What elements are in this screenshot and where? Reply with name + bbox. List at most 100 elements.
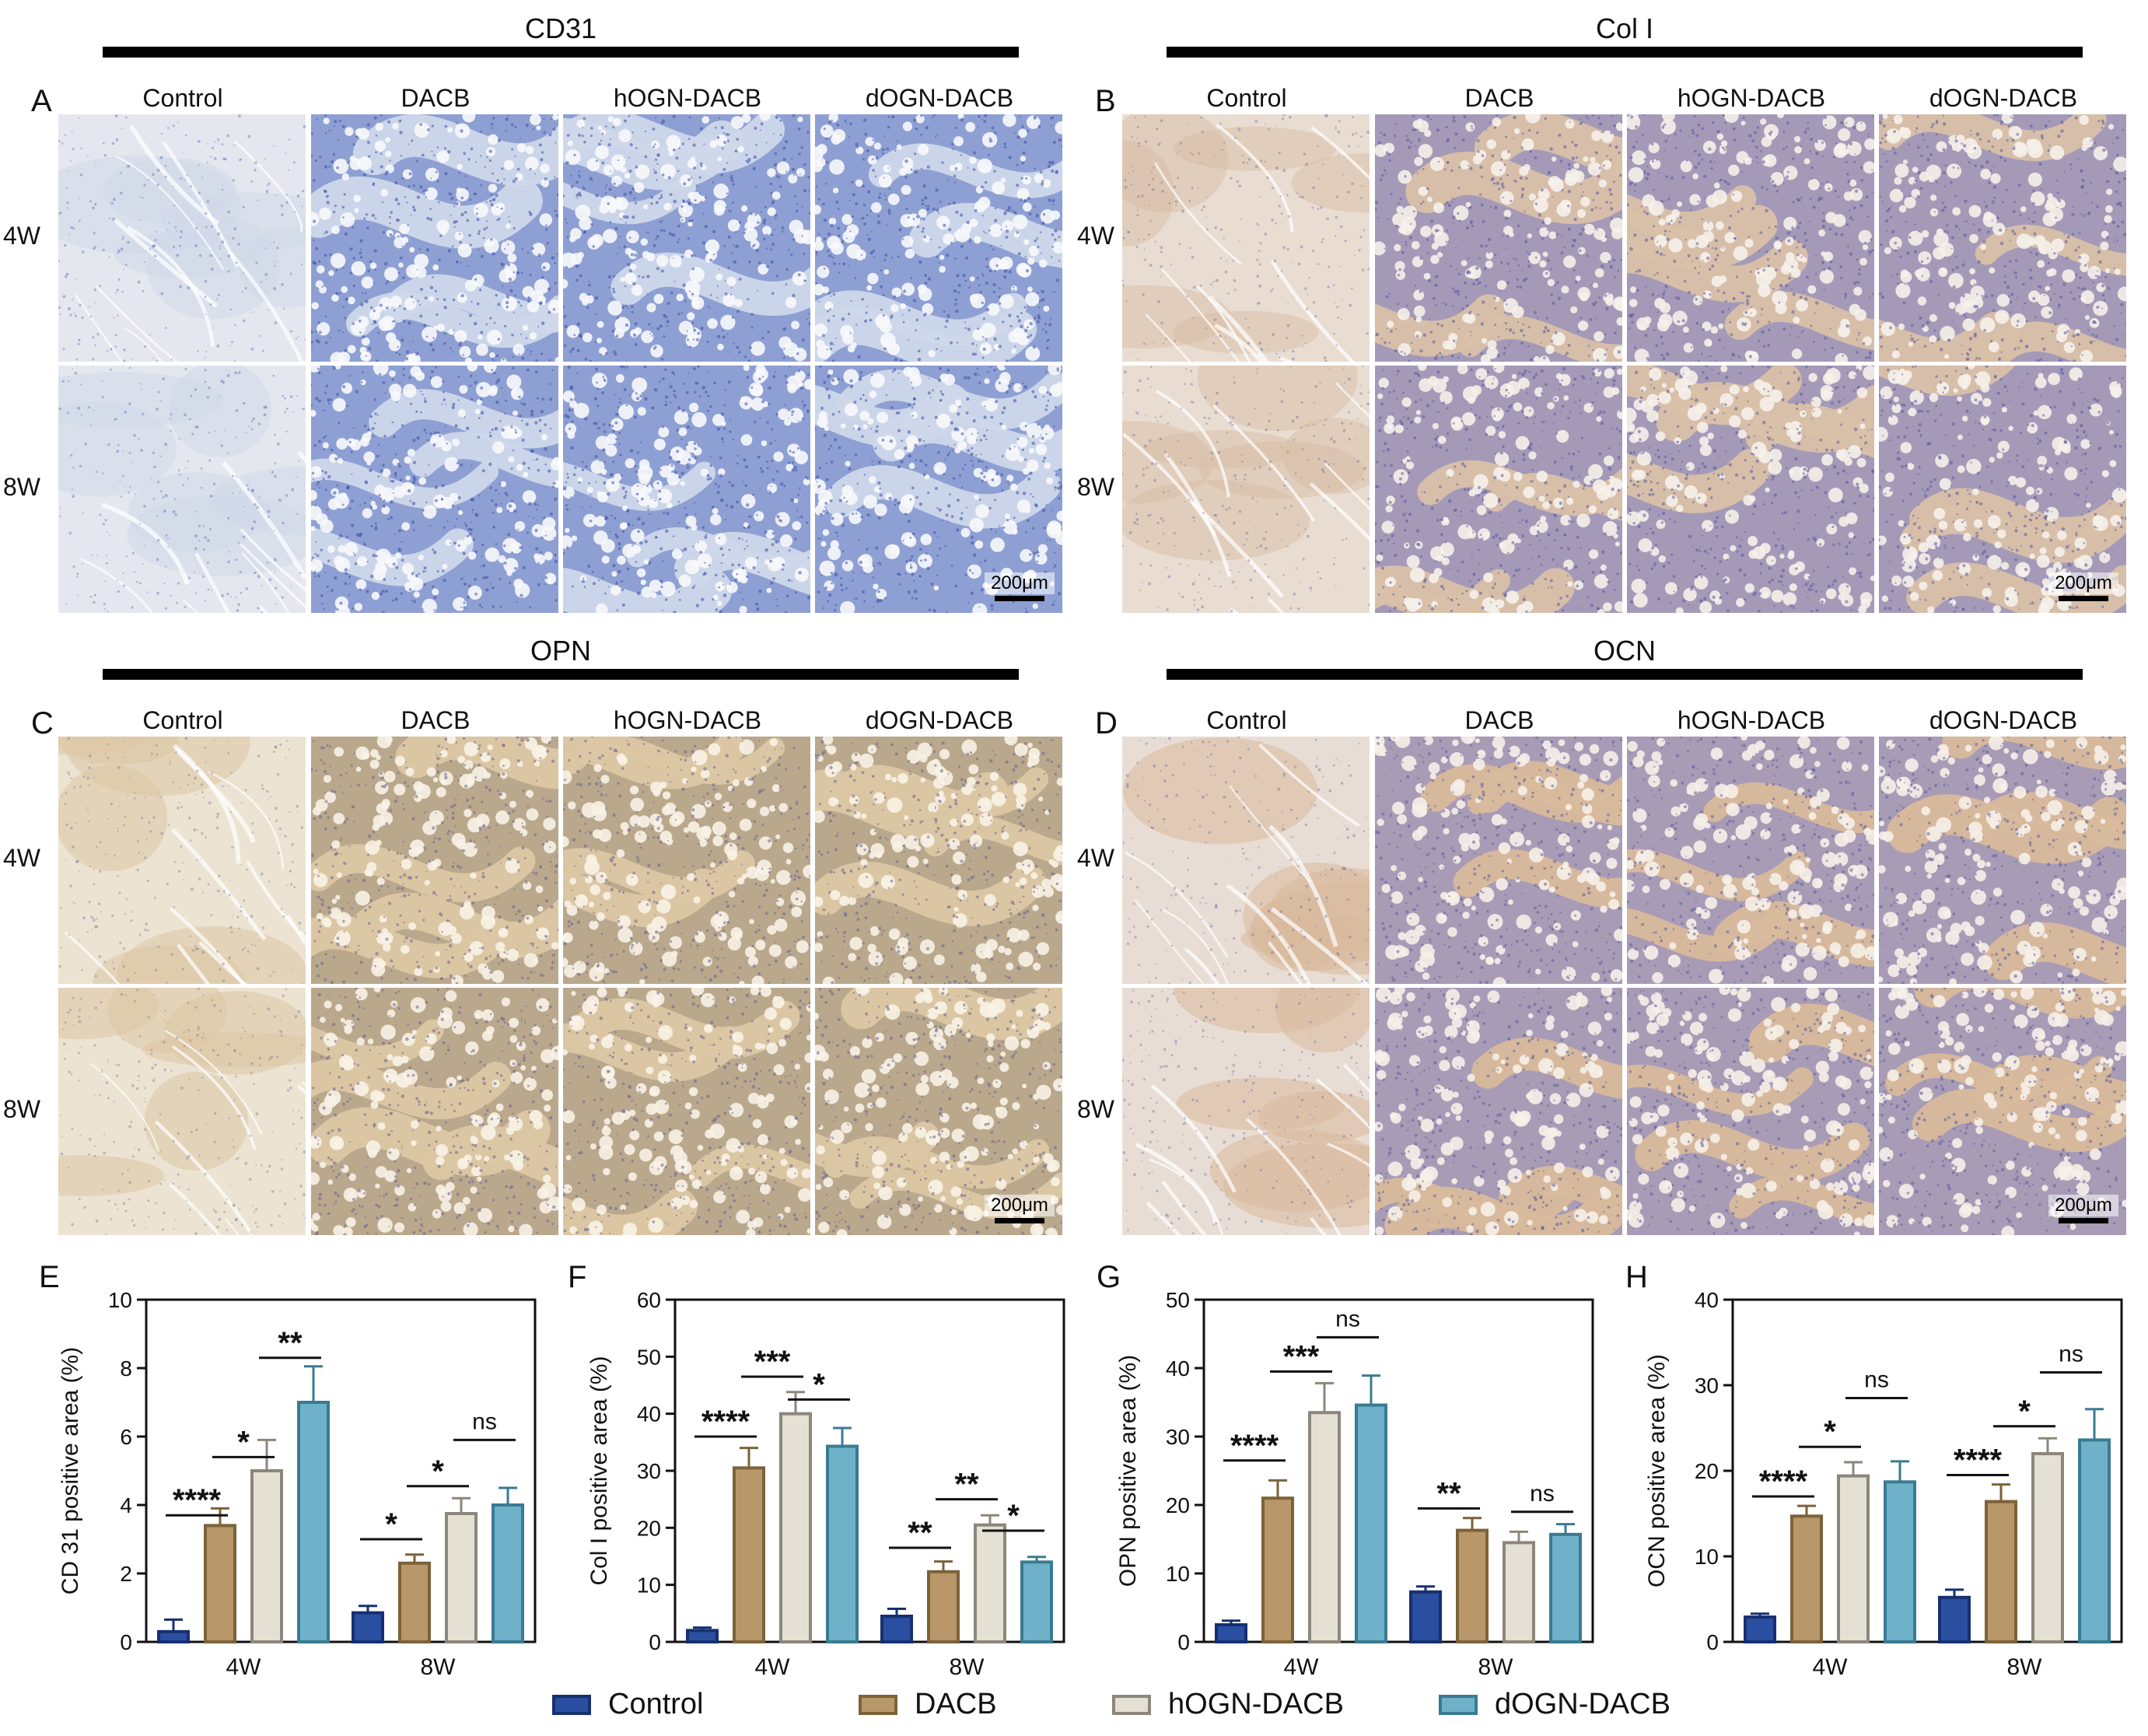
micrograph-image xyxy=(1879,114,2126,362)
bar-control-4w xyxy=(157,1629,190,1643)
micrograph-image xyxy=(1627,114,1874,362)
column-label: dOGN-DACB xyxy=(1929,84,2078,112)
y-tick-label: 20 xyxy=(1695,1459,1719,1483)
micrograph-image xyxy=(1879,737,2126,984)
micrograph-tile xyxy=(815,114,1062,362)
row-label: 8W xyxy=(1077,473,1114,501)
panel-title: Col I xyxy=(1595,12,1654,44)
micrograph-image xyxy=(1627,988,1874,1235)
column-label: hOGN-DACB xyxy=(613,84,762,112)
micrograph-tile xyxy=(1627,988,1874,1235)
micrograph-tile xyxy=(58,988,306,1235)
micrograph-tile xyxy=(563,366,810,613)
micrograph-image xyxy=(1627,737,1874,984)
row-label: 8W xyxy=(3,1095,40,1123)
micrograph-image xyxy=(1375,366,1622,613)
panel-letter: A xyxy=(31,84,52,118)
y-tick-label: 30 xyxy=(1166,1425,1190,1449)
bar-control-8w xyxy=(1409,1590,1442,1644)
y-tick-label: 2 xyxy=(120,1562,132,1586)
y-axis-label: OCN positive area (%) xyxy=(1644,1354,1670,1587)
y-tick-label: 60 xyxy=(637,1288,661,1312)
panel-title: CD31 xyxy=(524,12,597,44)
column-label: Control xyxy=(1206,706,1287,734)
bar-chart-svg: F Col I positive area (%) 0 10 20 30 40 50 60 4W 8… xyxy=(568,1260,1065,1680)
micrograph-tile xyxy=(311,114,558,362)
column-label: DACB xyxy=(401,706,471,734)
significance-label: ns xyxy=(472,1409,497,1434)
chart-panel-letter: E xyxy=(39,1264,60,1294)
x-tick-label: 8W xyxy=(1478,1654,1514,1680)
significance-label: * xyxy=(813,1367,825,1402)
micrograph-image xyxy=(563,366,810,613)
panel-title-rule xyxy=(103,669,1019,680)
bar-chart-f: F Col I positive area (%) 0 10 20 30 40 50 60 4W 8… xyxy=(544,1260,1081,1684)
micrograph-image xyxy=(311,737,558,984)
plot-frame xyxy=(1202,1298,1594,1643)
y-tick-label: 0 xyxy=(1177,1630,1190,1654)
bar-chart-g: G OPN positive area (%) 0 10 20 30 40 50 4W 8W ***… xyxy=(1073,1260,1610,1684)
column-label: DACB xyxy=(1464,84,1534,112)
significance-label: **** xyxy=(701,1405,750,1439)
scale-bar xyxy=(2059,596,2108,601)
significance-label: ** xyxy=(1436,1476,1461,1510)
column-label: dOGN-DACB xyxy=(865,84,1014,112)
row-label: 4W xyxy=(1077,222,1114,250)
significance-label: ** xyxy=(954,1468,979,1502)
bar-hogn-dacb-8w xyxy=(2031,1452,2064,1643)
y-tick-label: 20 xyxy=(1166,1493,1190,1517)
micrograph-tile xyxy=(563,988,810,1235)
significance-label: ns xyxy=(1335,1306,1360,1332)
x-tick-label: 4W xyxy=(226,1654,262,1680)
bar-dacb-8w xyxy=(1985,1500,2017,1643)
micrograph-tile xyxy=(1122,988,1370,1235)
x-tick-label: 4W xyxy=(755,1654,791,1680)
significance-label: **** xyxy=(1230,1429,1279,1463)
micrograph-tile xyxy=(1879,114,2126,362)
micrograph-tile xyxy=(311,988,558,1235)
bar-dogn-dacb-4w xyxy=(297,1401,330,1643)
y-tick-label: 10 xyxy=(1695,1545,1719,1569)
panel-header-b: Col I xyxy=(1167,12,2083,59)
micrograph-image xyxy=(563,114,810,362)
y-tick-label: 30 xyxy=(1695,1374,1719,1398)
plot-frame xyxy=(145,1298,537,1643)
bar-dogn-dacb-4w xyxy=(1355,1403,1387,1644)
row-label: 4W xyxy=(3,844,40,872)
legend-swatch xyxy=(1439,1694,1478,1715)
micrograph-tile xyxy=(58,114,306,362)
legend-swatch xyxy=(552,1694,591,1715)
bar-dogn-dacb-4w xyxy=(826,1444,859,1643)
significance-label: * xyxy=(432,1454,444,1489)
micrograph-tile xyxy=(1879,366,2126,613)
bar-hogn-dacb-4w xyxy=(1308,1411,1341,1643)
micrograph-image xyxy=(815,114,1062,362)
scale-bar-label: 200μm xyxy=(985,1195,1055,1216)
y-tick-label: 0 xyxy=(1706,1630,1719,1654)
bar-hogn-dacb-4w xyxy=(250,1469,283,1643)
micrograph-tile xyxy=(1122,366,1370,613)
chart-panel-letter: F xyxy=(568,1264,586,1294)
panel-header-a: CD31 xyxy=(103,12,1019,59)
micrograph-tile xyxy=(1879,988,2126,1235)
micrograph-tile xyxy=(1122,737,1370,984)
row-label: 8W xyxy=(1077,1095,1114,1123)
bar-hogn-dacb-8w xyxy=(445,1512,478,1643)
micrograph-image xyxy=(58,114,306,362)
column-label: dOGN-DACB xyxy=(865,706,1014,734)
micrograph-image xyxy=(1375,737,1622,984)
micrograph-image xyxy=(1122,737,1370,984)
y-tick-label: 40 xyxy=(1166,1356,1190,1381)
micrograph-tile xyxy=(1627,366,1874,613)
panel-title: OPN xyxy=(530,635,591,667)
panel-header-c: OPN xyxy=(103,635,1019,681)
micrograph-image xyxy=(1375,114,1622,362)
column-label: hOGN-DACB xyxy=(1677,84,1826,112)
bar-control-8w xyxy=(1938,1595,1971,1643)
y-tick-label: 50 xyxy=(1166,1288,1190,1312)
panel-header-d: OCN xyxy=(1167,635,2083,681)
micrograph-tile xyxy=(815,988,1062,1235)
micrograph-tile xyxy=(1375,114,1622,362)
micrograph-tile xyxy=(58,737,306,984)
